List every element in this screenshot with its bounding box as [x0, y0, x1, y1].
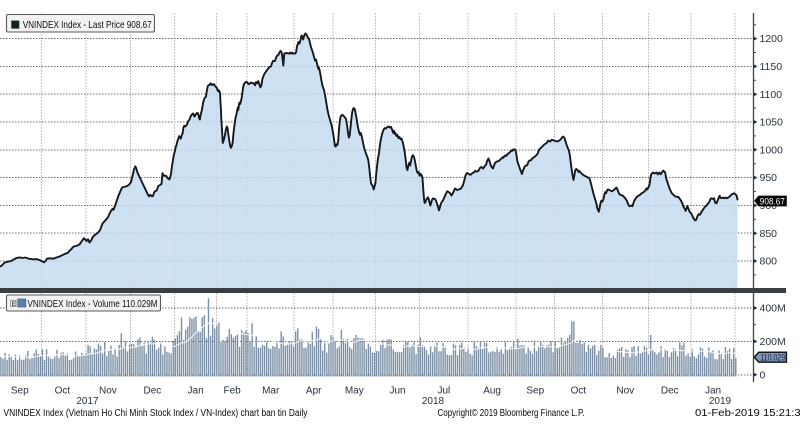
svg-text:Nov: Nov	[99, 386, 117, 397]
svg-text:908.67: 908.67	[760, 196, 785, 206]
svg-text:800: 800	[760, 256, 778, 268]
svg-text:1150: 1150	[760, 61, 783, 73]
svg-text:Oct: Oct	[55, 386, 71, 397]
svg-text:2019: 2019	[709, 396, 732, 407]
svg-text:VNINDEX Index - Volume 110.029: VNINDEX Index - Volume 110.029M	[28, 298, 158, 310]
svg-text:Dec: Dec	[661, 386, 679, 397]
svg-text:Nov: Nov	[616, 386, 634, 397]
svg-text:850: 850	[760, 228, 778, 240]
svg-text:Copyright© 2019 Bloomberg Fina: Copyright© 2019 Bloomberg Finance L.P.	[438, 408, 585, 419]
svg-text:VNINDEX Index - Last Price 908: VNINDEX Index - Last Price 908.67	[23, 19, 152, 31]
svg-text:Oct: Oct	[571, 386, 587, 397]
svg-text:Dec: Dec	[144, 386, 162, 397]
svg-text:Feb: Feb	[223, 386, 241, 397]
svg-text:Apr: Apr	[306, 386, 322, 397]
svg-text:950: 950	[760, 172, 778, 184]
svg-text:400M: 400M	[760, 303, 786, 315]
svg-text:Sep: Sep	[11, 386, 29, 397]
svg-text:Mar: Mar	[262, 386, 280, 397]
svg-text:E: E	[12, 301, 17, 308]
svg-text:1100: 1100	[760, 89, 783, 101]
svg-text:0: 0	[760, 369, 766, 381]
svg-text:VNINDEX Index (Vietnam Ho Chi: VNINDEX Index (Vietnam Ho Chi Minh Stock…	[4, 408, 308, 419]
svg-text:1000: 1000	[760, 144, 784, 156]
svg-text:110.029: 110.029	[760, 352, 785, 362]
svg-text:Jan: Jan	[188, 386, 204, 397]
svg-text:Jun: Jun	[389, 386, 405, 397]
svg-text:May: May	[345, 386, 364, 397]
svg-text:1200: 1200	[760, 33, 784, 45]
svg-text:Jul: Jul	[438, 386, 451, 397]
svg-text:200M: 200M	[760, 336, 786, 348]
svg-text:Sep: Sep	[526, 386, 544, 397]
svg-text:1050: 1050	[760, 117, 784, 129]
svg-text:2017: 2017	[76, 396, 99, 407]
svg-text:Jan: Jan	[705, 386, 721, 397]
svg-text:01-Feb-2019 15:21:33: 01-Feb-2019 15:21:33	[695, 408, 800, 419]
svg-text:2018: 2018	[422, 396, 445, 407]
svg-text:Aug: Aug	[483, 386, 501, 397]
